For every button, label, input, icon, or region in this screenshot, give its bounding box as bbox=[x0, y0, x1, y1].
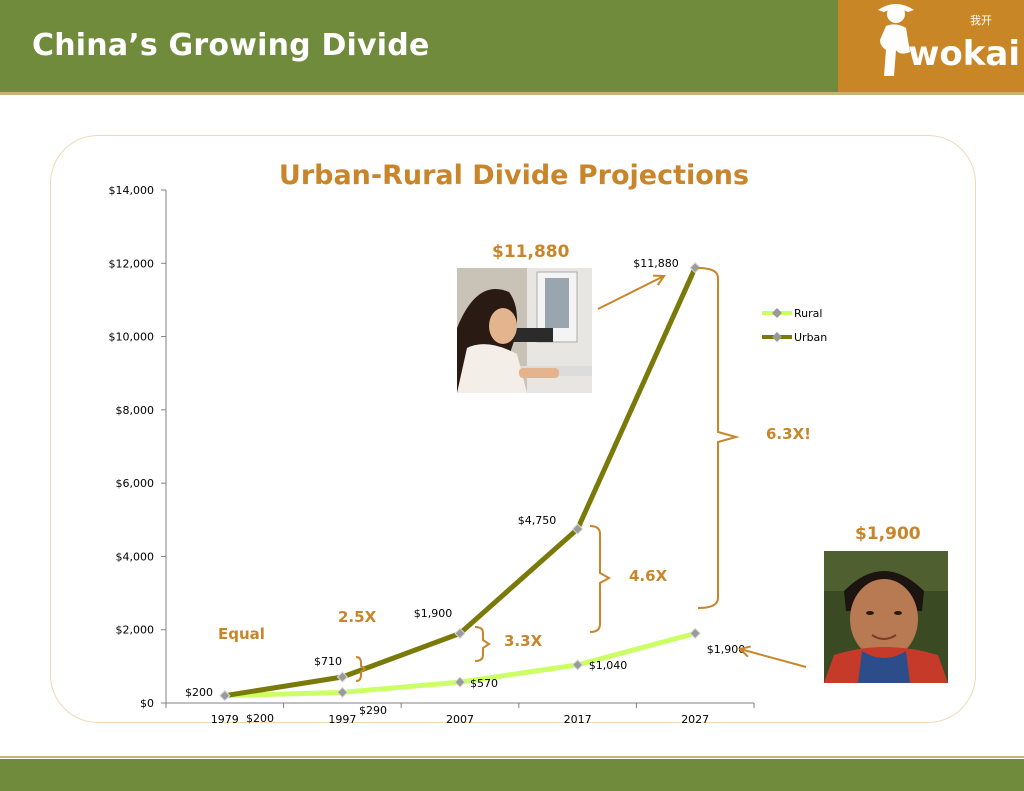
arrow-rural-callout-head bbox=[737, 645, 751, 658]
legend-label-rural: Rural bbox=[794, 307, 822, 320]
urban-photo-image bbox=[457, 268, 592, 393]
urban-data-label: $710 bbox=[314, 655, 342, 668]
data-point-rural bbox=[689, 627, 701, 640]
y-tick-label: $12,000 bbox=[109, 257, 155, 270]
bracket-2017 bbox=[589, 525, 612, 633]
annotation-ratio-2007: 3.3X bbox=[504, 632, 543, 650]
data-point-rural bbox=[336, 686, 349, 699]
data-point-urban bbox=[571, 523, 584, 535]
chart-legend: Rural Urban bbox=[762, 307, 827, 344]
rural-data-label: $1,900 bbox=[707, 643, 746, 656]
legend-marker-rural bbox=[772, 308, 782, 318]
y-tick-label: $0 bbox=[140, 697, 154, 710]
chart-annotations: Equal 2.5X 3.3X 4.6X 6.3X! $11,880 $1,900 bbox=[218, 242, 921, 682]
x-tick-label: 1997 bbox=[328, 713, 356, 726]
data-point-rural bbox=[571, 659, 584, 671]
urban-data-label: $11,880 bbox=[633, 257, 679, 270]
arrow-urban-callout-head bbox=[652, 274, 666, 286]
annotation-ratio-2027: 6.3X! bbox=[766, 425, 811, 443]
annotation-equal: Equal bbox=[218, 625, 265, 643]
x-tick-label: 2007 bbox=[446, 713, 474, 726]
annotation-rural-callout: $1,900 bbox=[855, 524, 921, 544]
y-tick-label: $10,000 bbox=[109, 331, 155, 344]
logo-chinese-text: 我开 bbox=[970, 14, 992, 27]
chart-data-labels: $200 $290 $570 $1,040 $1,900 $200 $710 $1,900 $4… bbox=[185, 257, 745, 725]
x-tick-label: 2017 bbox=[564, 713, 592, 726]
logo-figure-icon bbox=[878, 4, 914, 76]
chart-title: Urban-Rural Divide Projections bbox=[279, 160, 749, 191]
legend-label-urban: Urban bbox=[794, 331, 827, 344]
bracket-1997 bbox=[355, 656, 367, 682]
bracket-2007 bbox=[474, 626, 491, 662]
annotation-ratio-1997: 2.5X bbox=[338, 608, 377, 626]
rural-data-label: $290 bbox=[359, 704, 387, 717]
y-tick-label: $8,000 bbox=[116, 404, 155, 417]
header-divider bbox=[0, 92, 1024, 95]
legend-marker-urban bbox=[772, 332, 782, 342]
rural-photo-image bbox=[824, 551, 948, 683]
chart-panel bbox=[50, 135, 976, 723]
bracket-2027 bbox=[697, 267, 740, 609]
rural-data-label: $1,040 bbox=[589, 659, 628, 672]
urban-data-label: $4,750 bbox=[518, 514, 557, 527]
rural-woman-photo bbox=[824, 551, 948, 683]
arrow-rural-callout bbox=[739, 648, 807, 668]
urban-data-label: $200 bbox=[185, 686, 213, 699]
x-tick-label: 1979 bbox=[211, 713, 239, 726]
footer-bar bbox=[0, 759, 1024, 791]
rural-data-label: $200 bbox=[246, 712, 274, 725]
chart-axes: $0 $2,000 $4,000 $6,000 $8,000 $10,000 $12,000… bbox=[109, 184, 755, 726]
header-bar bbox=[0, 0, 838, 92]
urban-girl-photo bbox=[457, 268, 592, 393]
data-point-urban bbox=[336, 671, 349, 683]
footer-divider bbox=[0, 756, 1024, 758]
annotation-urban-callout: $11,880 bbox=[492, 242, 570, 262]
data-point-urban bbox=[454, 627, 466, 640]
y-tick-label: $14,000 bbox=[109, 184, 155, 197]
data-point-rural bbox=[454, 676, 466, 688]
y-tick-label: $6,000 bbox=[116, 477, 155, 490]
logo-text: wokai bbox=[908, 34, 1020, 74]
wokai-logo: wokai 我开 bbox=[838, 0, 1024, 92]
x-tick-label: 2027 bbox=[681, 713, 709, 726]
chart-lines bbox=[219, 262, 701, 702]
urban-data-label: $1,900 bbox=[414, 607, 453, 620]
y-tick-label: $2,000 bbox=[116, 624, 155, 637]
rural-data-label: $570 bbox=[470, 677, 498, 690]
arrow-urban-callout bbox=[597, 275, 665, 310]
annotation-ratio-2017: 4.6X bbox=[629, 567, 668, 585]
page-title: China’s Growing Divide bbox=[32, 28, 430, 63]
data-point-urban bbox=[219, 690, 231, 702]
data-point-urban bbox=[689, 262, 701, 274]
y-tick-label: $4,000 bbox=[116, 550, 155, 563]
